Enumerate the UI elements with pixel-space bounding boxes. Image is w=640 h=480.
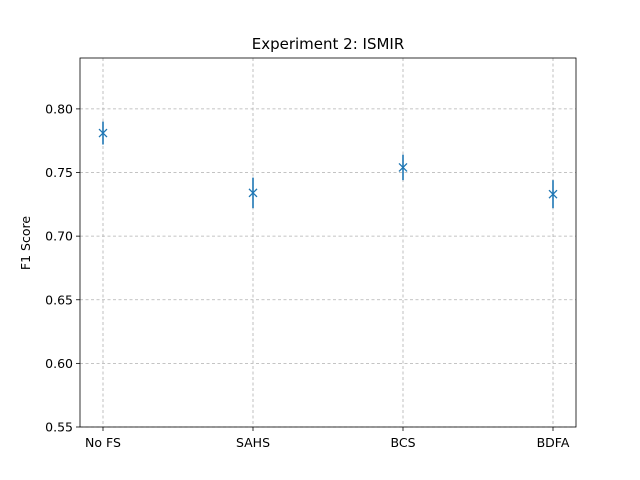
- chart-title: Experiment 2: ISMIR: [252, 35, 405, 53]
- plot-frame: [79, 57, 577, 428]
- y-tick-label: 0.65: [45, 292, 73, 307]
- x-tick-label: SAHS: [236, 435, 270, 450]
- data-point: [98, 128, 108, 138]
- data-marks: [98, 121, 558, 209]
- x-tick-label: BCS: [390, 435, 415, 450]
- x-tick-label: BDFA: [537, 435, 570, 450]
- y-tick-label: 0.55: [45, 420, 73, 435]
- data-point: [248, 188, 258, 198]
- y-tick-label: 0.70: [45, 229, 73, 244]
- y-axis-label: F1 Score: [18, 216, 33, 270]
- grid: [80, 58, 576, 428]
- x-tick-label: No FS: [85, 435, 121, 450]
- y-tick-label: 0.60: [45, 356, 73, 371]
- y-tick-label: 0.80: [45, 101, 73, 116]
- axis-ticks: 0.55 0.60 0.65 0.70 0.75 0.80 No FS SAHS BCS BDFA: [45, 101, 570, 450]
- data-point: [548, 189, 558, 199]
- y-tick-label: 0.75: [45, 165, 73, 180]
- data-point: [398, 162, 408, 172]
